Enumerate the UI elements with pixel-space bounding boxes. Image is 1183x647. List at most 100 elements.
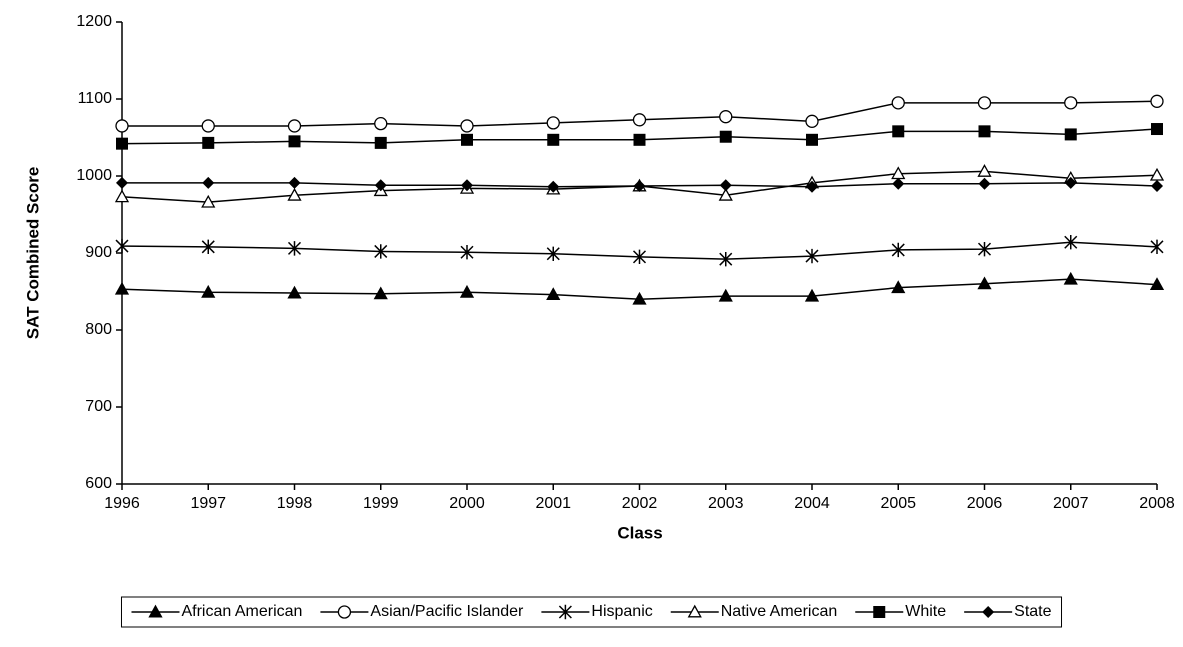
legend-label: Asian/Pacific Islander [370,603,524,620]
marker [1151,180,1163,193]
y-tick-label: 600 [85,475,112,492]
legend-box [120,596,1063,628]
legend-item: Hispanic [541,603,653,620]
x-tick-label: 1996 [104,495,140,512]
marker [288,135,301,148]
marker [546,116,560,130]
x-tick-label: 1997 [190,495,226,512]
marker [373,286,388,300]
marker [1151,123,1163,136]
marker [201,194,216,208]
marker [891,280,906,294]
marker [1150,94,1164,108]
y-axis-title: SAT Combined Score [23,167,42,340]
marker [804,288,820,302]
x-tick-label: 2003 [708,495,744,512]
y-tick-label: 900 [85,244,112,261]
marker [547,133,560,146]
x-tick-label: 1999 [363,495,399,512]
x-tick-label: 2001 [535,495,571,512]
legend-item: African American [131,603,302,620]
x-tick-label: 1998 [277,495,313,512]
marker [719,130,732,143]
marker [558,604,572,620]
y-tick-label: 800 [85,321,112,338]
marker [633,133,646,146]
y-tick-label: 1000 [76,167,112,184]
y-tick-label: 700 [85,398,112,415]
marker [633,180,646,193]
marker [978,177,991,190]
marker [202,176,215,189]
marker [461,179,473,192]
legend-item: Native American [670,603,838,620]
marker [459,284,475,298]
marker [374,136,387,149]
legend-label: Native American [721,603,838,620]
marker [115,119,129,133]
marker [719,110,733,124]
marker [982,606,995,618]
x-axis-title: Class [617,523,662,542]
marker [892,177,905,190]
marker [806,133,818,146]
marker [287,119,302,133]
x-tick-label: 2006 [967,495,1003,512]
marker [1063,271,1078,285]
legend-label: African American [181,603,302,620]
marker [337,605,352,619]
marker [547,180,560,193]
marker [116,137,128,150]
legend-label: White [905,603,946,620]
marker [806,180,818,193]
legend-label: State [1014,603,1051,620]
y-tick-label: 1100 [78,90,113,107]
marker [1150,239,1164,255]
marker [148,604,163,618]
x-tick-label: 2008 [1139,495,1175,512]
marker [116,176,128,189]
marker [288,176,301,189]
x-tick-label: 2004 [794,495,830,512]
marker [805,114,819,128]
legend-item: State [964,603,1052,620]
marker [201,239,215,255]
marker [977,276,992,290]
marker [632,291,647,305]
marker [891,96,905,110]
y-tick-label: 1200 [76,13,112,30]
marker [977,241,992,257]
marker [114,281,130,295]
marker [891,242,905,258]
legend-item: Asian/Pacific Islander [320,603,524,620]
marker [1064,176,1077,189]
marker [374,244,388,259]
marker [461,133,473,146]
marker [1064,235,1078,250]
marker [115,238,129,254]
marker [977,164,992,177]
marker [718,187,733,201]
marker [287,285,302,299]
marker [374,116,388,131]
marker [1064,96,1078,110]
marker [719,251,733,267]
marker [719,179,732,192]
marker [1064,128,1077,141]
marker [805,248,819,264]
marker [977,96,992,110]
marker [202,136,215,149]
marker [114,189,130,203]
marker [632,249,647,265]
marker [687,604,702,618]
marker [892,125,905,138]
legend-item: White [855,603,946,620]
legend: African American Asian/Pacific Islander Hi… [120,596,1063,628]
marker [201,284,216,298]
marker [632,113,647,127]
marker [374,179,387,192]
x-tick-label: 2000 [449,495,485,512]
legend-label: Hispanic [591,603,652,620]
marker [287,187,302,201]
